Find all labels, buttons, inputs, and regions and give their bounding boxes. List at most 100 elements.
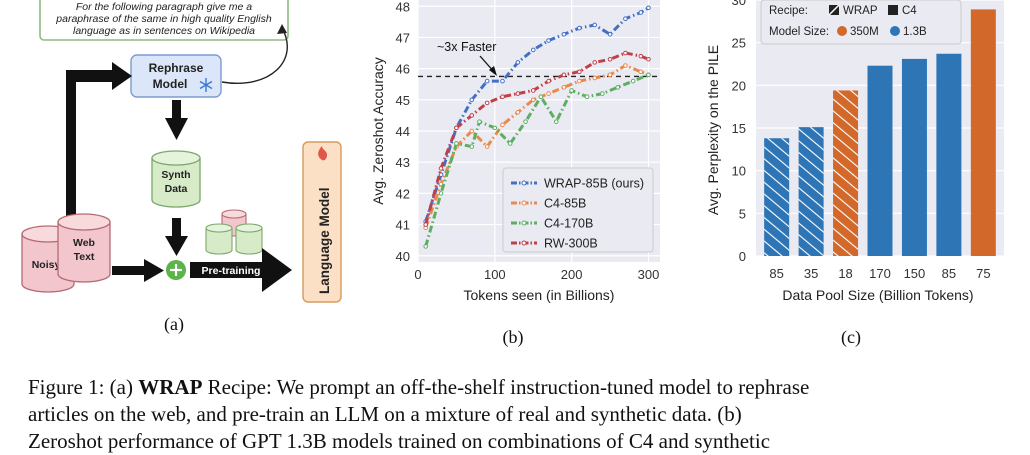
panel-a-sublabel: (a) bbox=[164, 314, 184, 335]
panel-a-diagram: For the following paragraph give me a pa… bbox=[21, 0, 342, 335]
ytick-label: 25 bbox=[732, 36, 746, 51]
series-line-0 bbox=[424, 6, 650, 222]
legend-recipe-title: Recipe: bbox=[769, 5, 808, 17]
ytick-label: 45 bbox=[396, 93, 410, 108]
series-point bbox=[607, 32, 613, 37]
ytick-label: 42 bbox=[396, 186, 410, 201]
web-label-1: Web bbox=[73, 237, 95, 249]
series-point bbox=[623, 50, 628, 56]
annotation-arrow-head bbox=[489, 66, 497, 76]
series-point bbox=[646, 72, 651, 78]
ytick-label: 30 bbox=[732, 0, 746, 8]
ytick-label: 48 bbox=[396, 0, 410, 14]
series-point bbox=[538, 94, 544, 99]
xtick-label: 100 bbox=[484, 267, 506, 282]
ytick-label: 0 bbox=[739, 249, 746, 264]
xtick-label: 150 bbox=[904, 266, 926, 281]
language-model-box bbox=[302, 141, 342, 303]
flame-icon bbox=[318, 146, 328, 161]
series-point bbox=[638, 69, 644, 75]
legend-350m-dot bbox=[837, 26, 847, 36]
ytick-label: 46 bbox=[396, 62, 410, 77]
series-point bbox=[484, 100, 490, 106]
series-point bbox=[553, 119, 559, 124]
series-point bbox=[615, 85, 621, 90]
series-point bbox=[638, 53, 644, 59]
panel-b-line-chart: 40 41 42 43 44 45 46 47 48 0 100 200 300 ~3x Faster… bbox=[370, 0, 660, 348]
series-point bbox=[477, 119, 482, 124]
series-point bbox=[515, 109, 521, 115]
legend-b-marker bbox=[521, 240, 527, 246]
chart-c-xlabel: Data Pool Size (Billion Tokens) bbox=[782, 287, 973, 303]
bar bbox=[970, 9, 996, 256]
panel-c-sublabel: (c) bbox=[841, 327, 861, 348]
prompt-box bbox=[39, 0, 289, 41]
bar-hatch bbox=[798, 127, 824, 256]
series-point bbox=[469, 144, 475, 149]
arrow-horizontal-head bbox=[66, 62, 132, 90]
xtick-label: 0 bbox=[414, 267, 421, 282]
arrow-web-plus-head bbox=[144, 259, 164, 282]
series-point bbox=[577, 69, 582, 75]
series-point bbox=[561, 32, 567, 37]
bar bbox=[901, 58, 927, 256]
rephrase-label-1: Rephrase bbox=[149, 61, 204, 75]
synth-label-1: Synth bbox=[161, 169, 190, 181]
caption-rest: Recipe: We prompt an off-the-shelf instr… bbox=[202, 375, 810, 399]
series-point bbox=[546, 38, 551, 43]
series-point bbox=[500, 94, 505, 99]
legend-c4-label: C4 bbox=[902, 5, 917, 17]
caption-prefix: Figure 1: (a) bbox=[28, 375, 139, 399]
caption-line-3: Zeroshot performance of GPT 1.3B models … bbox=[28, 429, 771, 453]
legend-b-marker bbox=[521, 200, 527, 206]
series-point bbox=[438, 166, 444, 171]
rephrase-label-2: Model bbox=[153, 77, 188, 91]
arrow-rephrase-synth-head bbox=[165, 118, 188, 140]
xtick-label: 75 bbox=[976, 266, 990, 281]
xtick-label: 85 bbox=[942, 266, 956, 281]
prompt-line-3: language as in sentences on Wikipedia bbox=[73, 25, 255, 37]
series-point bbox=[469, 97, 475, 103]
series-point bbox=[561, 72, 567, 78]
series-point bbox=[584, 94, 590, 99]
series-point bbox=[607, 56, 613, 62]
ytick-label: 5 bbox=[739, 206, 746, 221]
caption-bold: WRAP bbox=[138, 375, 203, 399]
series-point bbox=[638, 10, 644, 15]
prompt-line-1: For the following paragraph give me a bbox=[76, 1, 252, 13]
chart-c-ylabel: Avg. Perplexity on the PILE bbox=[705, 45, 721, 215]
series-point bbox=[469, 128, 475, 134]
prompt-line-2: paraphrase of the same in high quality E… bbox=[55, 13, 272, 25]
synth-data-cylinder bbox=[151, 150, 201, 208]
pretraining-label: Pre-training bbox=[202, 265, 261, 277]
legend-b-marker bbox=[521, 180, 527, 186]
legend-b-marker bbox=[521, 220, 527, 226]
curved-arrow-head bbox=[277, 24, 287, 34]
series-point bbox=[592, 60, 597, 65]
ytick-label: 40 bbox=[396, 249, 410, 264]
legend-b-label: C4-85B bbox=[544, 197, 586, 211]
xtick-label: 85 bbox=[769, 266, 783, 281]
curved-arrow bbox=[221, 27, 288, 84]
bar-hatch bbox=[764, 138, 790, 256]
series-point bbox=[500, 78, 505, 84]
legend-b-box bbox=[502, 167, 654, 253]
series-point bbox=[546, 91, 551, 96]
panel-b-sublabel: (b) bbox=[503, 327, 524, 348]
series-point bbox=[646, 56, 651, 62]
series-point bbox=[423, 222, 428, 227]
xtick-label: 18 bbox=[838, 266, 852, 281]
ytick-label: 41 bbox=[396, 218, 410, 233]
caption-line-1: Figure 1: (a) WRAP Recipe: We prompt an … bbox=[28, 374, 1018, 401]
legend-13b-label: 1.3B bbox=[903, 26, 927, 38]
pretraining-arrow bbox=[190, 248, 292, 292]
series-point bbox=[623, 16, 628, 22]
series-line-3 bbox=[424, 51, 650, 225]
series-point bbox=[484, 78, 490, 84]
series-point bbox=[438, 191, 444, 196]
language-model-label: Language Model bbox=[317, 187, 332, 294]
legend-b-label: RW-300B bbox=[544, 237, 598, 251]
legend-c4-swatch bbox=[888, 5, 898, 15]
arrow-web-plus bbox=[112, 266, 146, 275]
chart-b-ylabel: Avg. Zeroshot Accuracy bbox=[370, 57, 386, 205]
